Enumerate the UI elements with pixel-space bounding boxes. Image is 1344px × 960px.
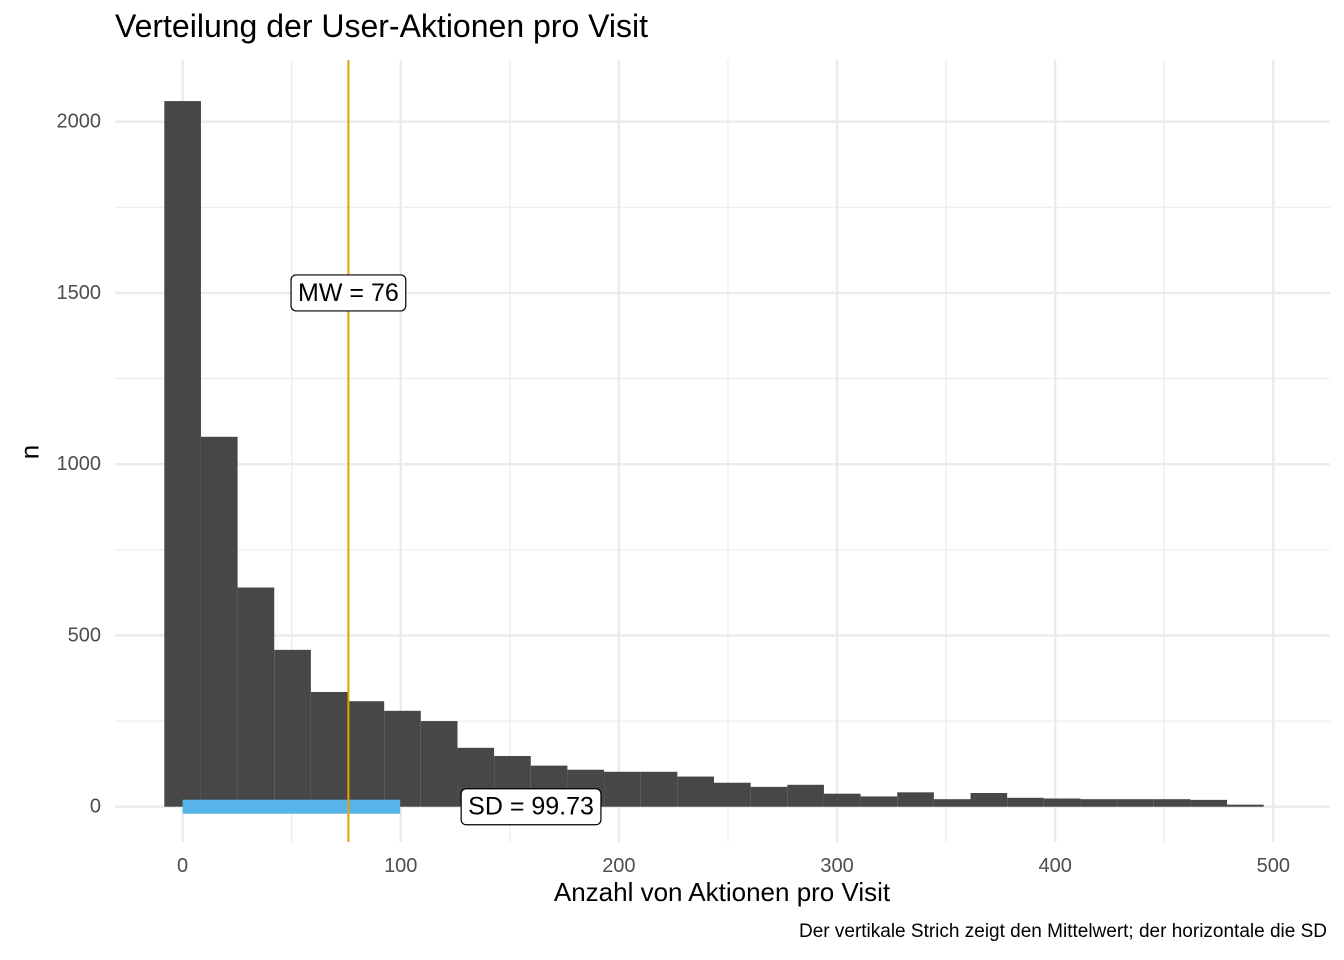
histogram-bar bbox=[713, 782, 751, 807]
histogram-bar bbox=[1227, 804, 1264, 807]
histogram-bar bbox=[310, 691, 348, 807]
x-tick-label: 200 bbox=[602, 855, 635, 877]
y-tick-label: 500 bbox=[68, 624, 101, 646]
histogram-bar bbox=[1043, 798, 1081, 807]
histogram-bar bbox=[750, 786, 788, 807]
histogram-bar bbox=[933, 799, 971, 807]
y-tick-label: 1000 bbox=[57, 453, 102, 475]
x-tick-label: 300 bbox=[820, 855, 853, 877]
x-axis-label: Anzahl von Aktionen pro Visit bbox=[553, 877, 891, 907]
mean-label-box bbox=[290, 274, 407, 312]
histogram-bar bbox=[1007, 797, 1044, 807]
histogram-bar bbox=[384, 710, 421, 807]
histogram-bar bbox=[274, 649, 311, 807]
histogram-bar bbox=[787, 784, 824, 807]
sd-bar bbox=[182, 799, 401, 814]
y-tick-label: 1500 bbox=[57, 282, 102, 304]
histogram-bar bbox=[1080, 799, 1118, 807]
histogram-bar bbox=[1117, 799, 1154, 807]
chart-caption: Der vertikale Strich zeigt den Mittelwer… bbox=[798, 921, 1327, 942]
sd-label-box bbox=[460, 788, 602, 826]
y-tick-label: 0 bbox=[90, 796, 101, 818]
histogram-bar bbox=[347, 701, 385, 807]
histogram-bar bbox=[970, 793, 1008, 807]
x-tick-label: 0 bbox=[177, 855, 188, 877]
chart-title: Verteilung der User-Aktionen pro Visit bbox=[115, 8, 649, 44]
histogram-bar bbox=[677, 776, 714, 807]
histogram-bar bbox=[200, 436, 238, 807]
mean-label: MW = 76 bbox=[298, 279, 399, 307]
histogram-bar bbox=[640, 771, 678, 807]
x-tick-label: 500 bbox=[1257, 855, 1290, 877]
histogram-bar bbox=[1190, 799, 1228, 807]
y-axis-label: n bbox=[14, 444, 45, 460]
histogram-bar bbox=[897, 792, 934, 807]
histogram-bar bbox=[1153, 799, 1191, 807]
y-tick-label: 2000 bbox=[57, 111, 102, 133]
histogram-bar bbox=[823, 793, 861, 807]
histogram-bar bbox=[604, 771, 641, 807]
x-tick-label: 400 bbox=[1038, 855, 1071, 877]
x-tick-label: 100 bbox=[384, 855, 417, 877]
histogram-bar bbox=[860, 796, 898, 807]
histogram-bar bbox=[420, 721, 458, 807]
histogram-bar bbox=[164, 101, 201, 807]
sd-label: SD = 99.73 bbox=[468, 793, 594, 821]
histogram-bar bbox=[237, 587, 275, 807]
